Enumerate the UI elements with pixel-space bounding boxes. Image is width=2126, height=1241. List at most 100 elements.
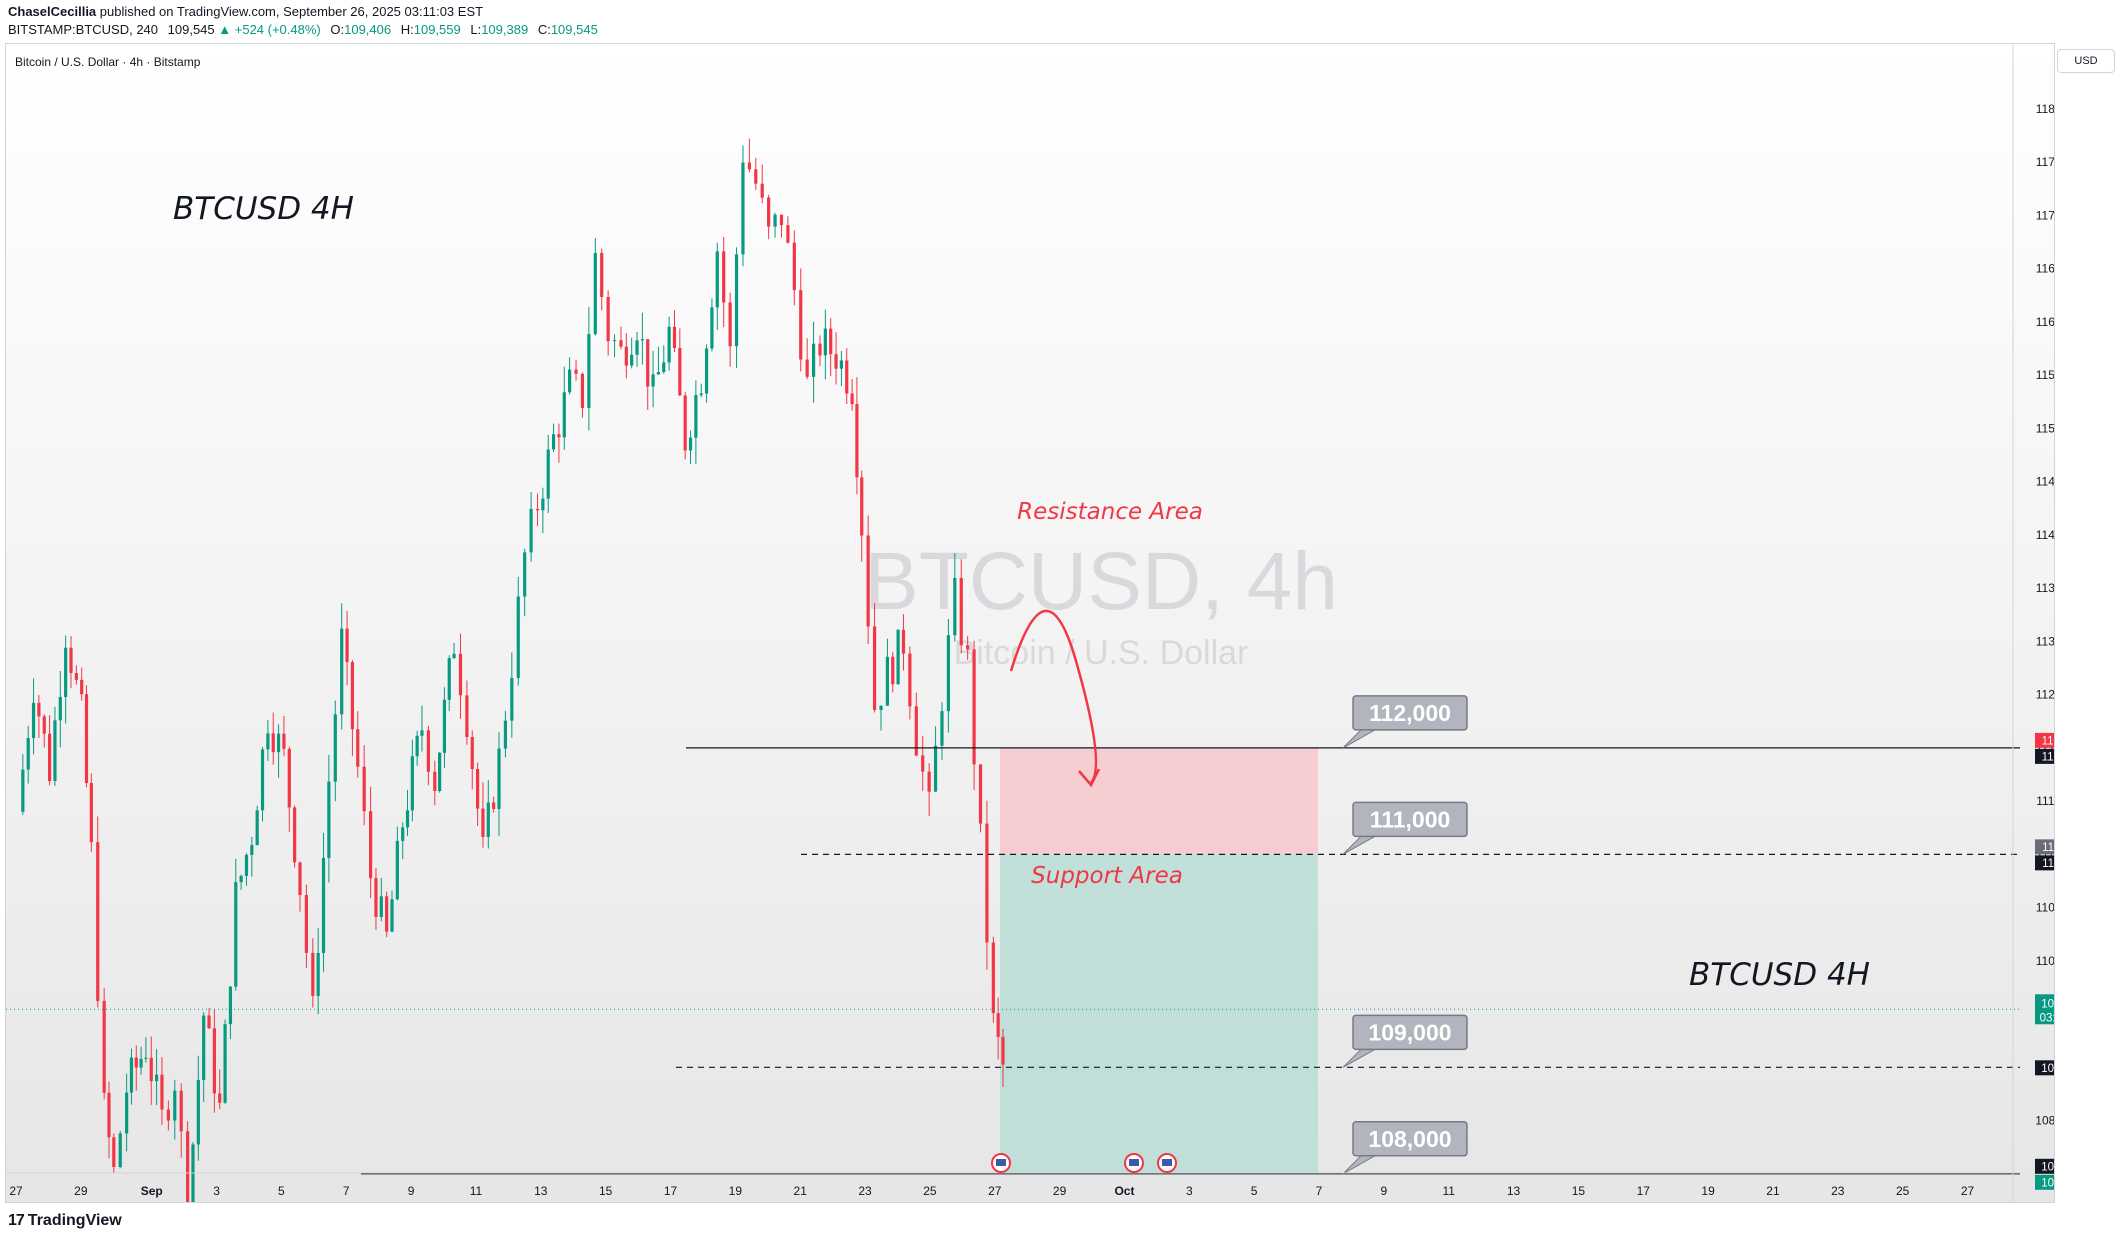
chart-pane[interactable]: BTCUSD, 4h Bitcoin / U.S. Dollar 112,000 11… [5,43,2055,1203]
level-callout[interactable] [1352,695,1468,731]
time-tick-label: 9 [408,1184,415,1198]
candle-body [362,766,366,812]
price-axis-tag-label: 112,000 [2042,735,2055,747]
time-tick-label: 25 [1896,1184,1910,1198]
price-axis-tag [2035,732,2054,748]
author-name[interactable]: ChaselCecillia [8,4,97,19]
candle-body [340,628,344,715]
time-tick-label: 21 [1766,1184,1780,1198]
chart-canvas[interactable]: BTCUSD, 4h Bitcoin / U.S. Dollar 112,000 11… [6,44,2055,1203]
candle-body [276,733,281,753]
price-tick-label: 113,500 [2036,581,2055,595]
candle-body [155,1074,159,1082]
candle-body [823,328,827,356]
time-tick-label: 27 [9,1184,23,1198]
candle-body [345,628,349,663]
level-callout-label: 111,000 [1370,806,1451,832]
currency-button[interactable]: USD [2057,49,2115,73]
candle-body [662,362,666,373]
candle-body [282,733,286,749]
us-flag-icon-canton [1162,1159,1172,1166]
candle-body [139,1058,143,1068]
candle-body [452,653,456,659]
candle-body [415,735,419,757]
time-tick-label: Sep [141,1184,163,1198]
time-tick-label: 7 [343,1184,350,1198]
current-price-tag [2035,994,2054,1025]
candle-body [866,535,870,627]
candle-body [438,752,442,791]
candle-body [433,771,437,791]
low-value: 109,389 [481,22,529,37]
level-callout[interactable] [1352,1014,1468,1051]
candle-body [959,577,963,646]
candle-body [481,808,485,838]
candle-body [667,326,671,363]
time-tick-label: 11 [1442,1184,1455,1198]
candle-body [715,251,719,308]
resistance-zone[interactable] [1000,747,1318,855]
candle-body [350,662,355,730]
candle-body [191,1144,195,1202]
candle-body [568,369,572,393]
candle-body [600,252,604,298]
candle-body [630,354,634,366]
candle-body [53,720,57,782]
candle-body [497,748,501,809]
candle-body [410,756,414,811]
time-tick-label: 19 [1701,1184,1715,1198]
candle-body [196,1079,200,1145]
candle-body [42,716,46,734]
time-tick-label: 5 [278,1184,285,1198]
callout-pointer [1342,1048,1377,1068]
price-tick-label: 115,000 [2036,421,2055,435]
time-tick-label: 19 [729,1184,743,1198]
support-zone[interactable] [1000,854,1318,1174]
open-label: O: [330,22,345,37]
candle-body [476,769,480,809]
candle-body [129,1057,134,1093]
price-tick-label: 113,000 [2036,634,2055,648]
symbol: BITSTAMP:BTCUSD, 240 [8,22,159,37]
candle-body [683,395,687,451]
candle-body [149,1057,153,1082]
level-callout[interactable] [1352,1121,1468,1157]
candle-body [722,251,726,303]
level-callout-label: 108,000 [1368,1126,1451,1152]
price-tick-label: 118,000 [2036,102,2055,116]
projection-arrow[interactable] [1009,609,1098,784]
price-tick-label: 111,500 [2036,794,2055,808]
candle-body [64,647,68,698]
price-axis-tag-label: 108,000 [2041,1177,2055,1189]
projection-arrowhead [1078,768,1101,788]
candle-body [773,214,777,227]
level-callout-label: 109,000 [1368,1019,1451,1045]
price-axis-tag [2035,855,2054,871]
time-tick-label: 9 [1381,1184,1388,1198]
candle-body [855,404,859,478]
candle-body [266,733,270,750]
time-tick-label: 23 [858,1184,872,1198]
tradingview-footer[interactable]: 17 TradingView [8,1212,122,1230]
candle-body [523,552,527,597]
candle-body [985,823,989,943]
candle-body [767,197,771,227]
candle-body [541,498,545,511]
us-flag-icon-canton [996,1159,1006,1166]
time-tick-label: 25 [923,1184,937,1198]
price-axis-tag [2035,1158,2054,1174]
candle-body [587,334,591,408]
candle-body [96,842,100,1001]
price-axis-tag [2035,748,2054,764]
price-tick-label: 117,000 [2036,208,2055,222]
level-callout[interactable] [1352,801,1468,838]
candle-body [754,169,758,184]
high-value: 109,559 [413,22,461,37]
time-tick-label: 15 [1572,1184,1586,1198]
candle-body [492,802,496,809]
candle-body [991,942,995,1014]
candle-body [606,297,610,342]
pane-title: Bitcoin / U.S. Dollar · 4h · Bitstamp [15,55,201,69]
callout-pointer [1342,1155,1377,1175]
candle-body [891,656,895,685]
